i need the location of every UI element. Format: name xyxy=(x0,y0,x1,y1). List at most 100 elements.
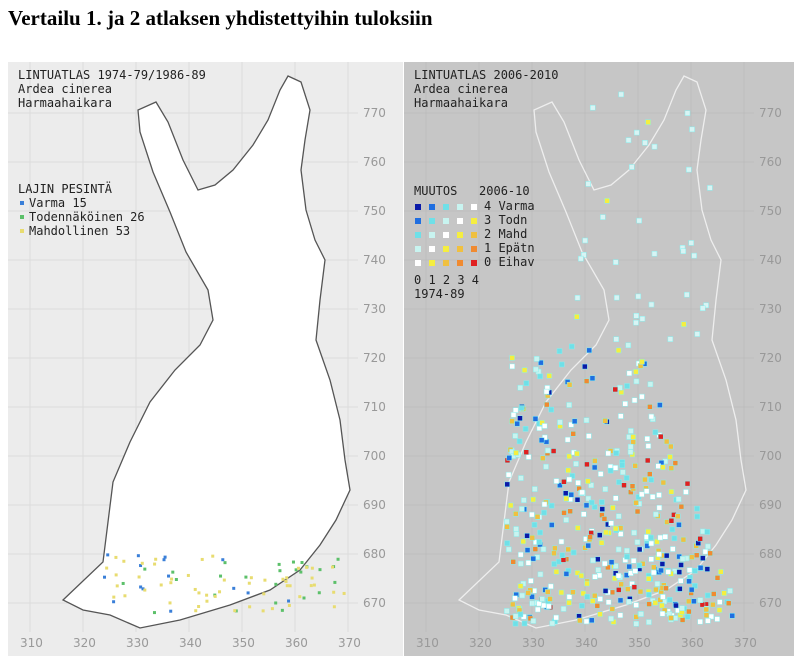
change-square xyxy=(688,240,694,246)
change-square xyxy=(605,599,612,605)
change-square xyxy=(608,520,614,527)
legend-row: 1 Epätn xyxy=(414,241,535,255)
record-dot xyxy=(139,564,143,568)
change-square xyxy=(703,302,709,309)
legend-swatch-icon xyxy=(471,232,477,238)
change-square xyxy=(584,594,591,600)
change-square xyxy=(575,480,581,486)
change-square xyxy=(697,536,703,542)
x-axis-label: 330 xyxy=(522,636,545,650)
record-dot xyxy=(213,594,217,598)
change-square xyxy=(680,536,687,543)
change-square xyxy=(626,370,633,377)
change-square xyxy=(665,569,672,575)
change-square xyxy=(552,545,558,552)
change-square xyxy=(684,480,691,487)
change-square xyxy=(512,407,519,413)
legend-row: 4 Varma xyxy=(414,199,535,213)
change-square xyxy=(626,563,632,570)
record-dot xyxy=(121,581,125,585)
change-square xyxy=(545,447,551,454)
change-square xyxy=(595,556,601,563)
change-square xyxy=(663,552,670,559)
change-square xyxy=(677,586,683,592)
change-square xyxy=(631,529,637,536)
change-square xyxy=(707,185,713,191)
record-dot xyxy=(233,609,237,613)
change-square xyxy=(639,393,645,400)
change-square xyxy=(638,611,644,617)
change-square xyxy=(625,137,632,143)
record-dot xyxy=(103,575,107,579)
change-square xyxy=(570,549,577,556)
change-square xyxy=(510,412,517,418)
record-dot xyxy=(170,577,174,581)
change-square xyxy=(691,252,697,259)
y-axis-label: 730 xyxy=(759,302,782,316)
legend-swatch-icon xyxy=(429,218,435,224)
change-square xyxy=(560,557,567,563)
change-square xyxy=(630,558,637,564)
record-dot xyxy=(141,587,145,591)
y-axis-label: 700 xyxy=(363,449,386,463)
change-square xyxy=(625,586,631,592)
record-dot xyxy=(171,570,175,574)
record-dot xyxy=(205,593,209,597)
change-square xyxy=(536,600,542,607)
change-square xyxy=(663,585,669,592)
change-square xyxy=(635,293,642,300)
change-square xyxy=(519,506,525,512)
change-square xyxy=(691,598,697,604)
change-square xyxy=(704,529,710,535)
change-square xyxy=(652,600,659,606)
change-square xyxy=(621,482,627,489)
change-square xyxy=(643,488,650,494)
change-square xyxy=(660,479,667,486)
change-square xyxy=(678,578,684,584)
y-axis-label: 710 xyxy=(363,400,386,414)
record-dot xyxy=(219,574,223,578)
change-square xyxy=(517,384,524,391)
record-dot xyxy=(162,558,166,562)
change-square xyxy=(578,572,585,579)
change-square xyxy=(627,443,634,450)
y-axis-label: 710 xyxy=(759,400,782,414)
change-square xyxy=(506,455,512,461)
change-square xyxy=(657,402,663,408)
record-dot xyxy=(143,588,147,592)
change-square xyxy=(599,506,606,512)
change-square xyxy=(537,373,543,380)
legend-swatch-icon xyxy=(443,232,449,238)
change-square xyxy=(703,606,710,613)
change-square xyxy=(617,612,624,619)
change-square xyxy=(636,562,643,569)
change-square xyxy=(538,437,545,443)
change-square xyxy=(632,463,638,469)
y-axis-label: 720 xyxy=(363,351,386,365)
change-square xyxy=(674,513,681,520)
change-square xyxy=(565,467,571,474)
change-square xyxy=(622,401,628,407)
change-square xyxy=(585,542,591,549)
change-square xyxy=(533,366,539,373)
record-dot xyxy=(332,605,336,609)
change-square xyxy=(668,518,675,524)
change-square xyxy=(589,104,596,111)
change-square xyxy=(563,517,569,523)
change-square xyxy=(571,418,578,425)
y-axis-label: 720 xyxy=(759,351,782,365)
change-square xyxy=(612,563,619,569)
record-dot xyxy=(194,609,198,613)
change-square xyxy=(541,501,548,508)
record-dot xyxy=(288,584,292,588)
change-square xyxy=(509,418,515,425)
change-square xyxy=(608,559,615,565)
change-square xyxy=(702,548,709,555)
record-dot xyxy=(330,565,334,569)
record-dot xyxy=(232,586,236,590)
change-square xyxy=(518,405,525,411)
legend-swatch-icon xyxy=(443,204,449,210)
x-axis-label: 360 xyxy=(285,636,308,650)
record-dot xyxy=(336,557,340,561)
species-finnish: Harmaahaikara xyxy=(18,96,112,110)
